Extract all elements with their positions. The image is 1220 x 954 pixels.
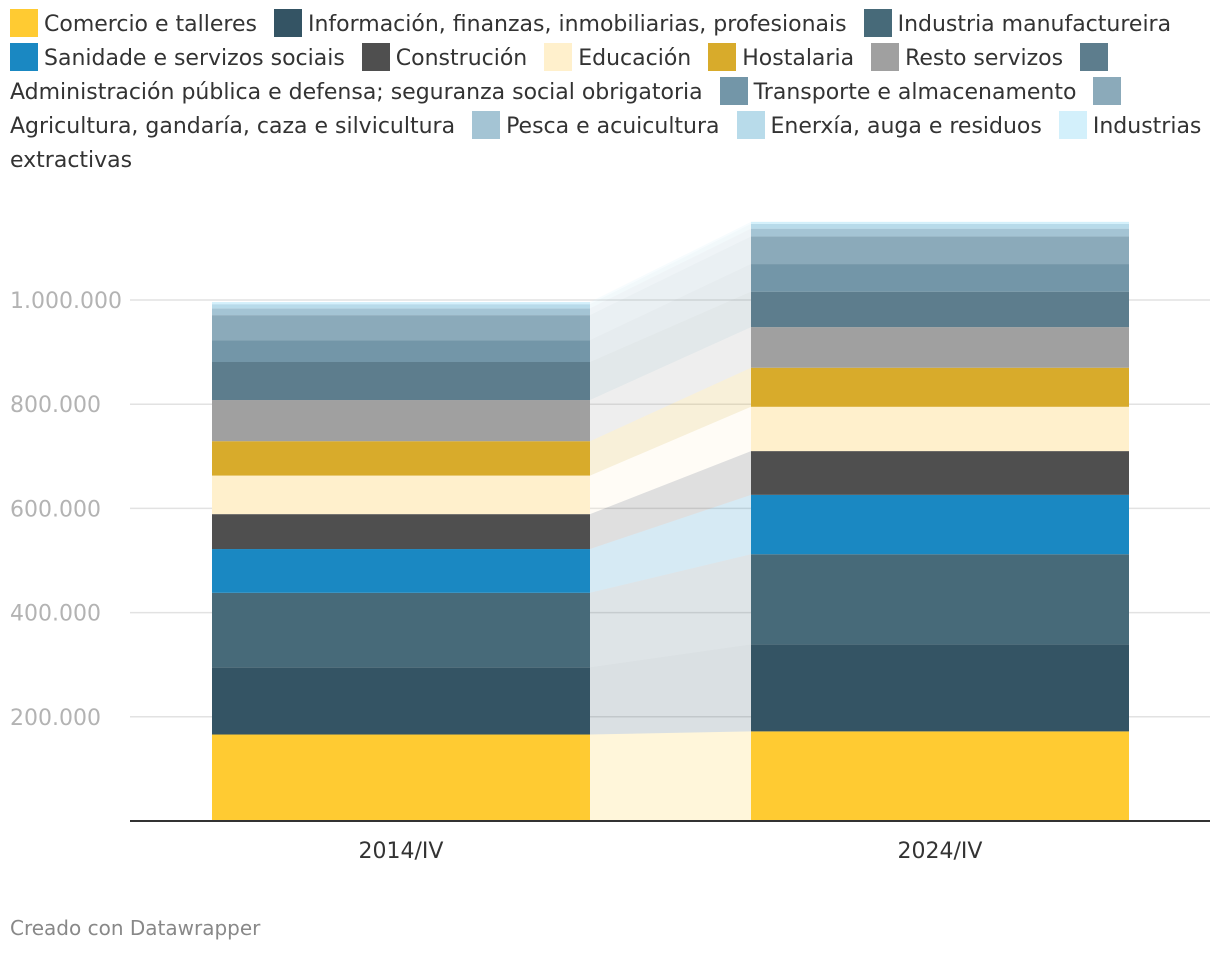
connector-band: [590, 451, 751, 550]
bar-segment: [751, 406, 1129, 452]
connector-band: [590, 327, 751, 442]
legend-item: Industrias extractivas: [10, 111, 1202, 173]
y-tick-label: 400.000: [10, 602, 101, 627]
legend-label: Información, finanzas, inmobiliarias, pr…: [307, 12, 847, 37]
bar-segment: [751, 291, 1129, 328]
bar-segment: [751, 228, 1129, 237]
bar-segment: [751, 327, 1129, 368]
bar-segment: [212, 340, 590, 362]
legend-item: Hostalaria: [708, 43, 855, 71]
connector-band: [590, 228, 751, 316]
legend-label: Enerxía, auga e residuos: [770, 114, 1042, 139]
legend-item: Industria manufactureira: [863, 9, 1172, 37]
legend-label: Pesca e acuicultura: [506, 114, 720, 139]
legend-item: Resto servizos: [871, 43, 1064, 71]
bar-segment: [212, 302, 590, 305]
legend-item: Pesca e acuicultura: [472, 111, 720, 139]
legend-label: Comercio e talleres: [44, 12, 257, 37]
legend-item: Transporte e almacenamento: [719, 77, 1077, 105]
connector-band: [590, 264, 751, 362]
x-tick-label: 2014/IV: [359, 839, 444, 864]
y-tick-label: 1.000.000: [10, 289, 122, 314]
legend-swatch: [10, 43, 38, 71]
bar-segment: [751, 236, 1129, 265]
footer-credit: Creado con Datawrapper: [10, 916, 261, 940]
connector-band: [590, 406, 751, 515]
bar-segment: [212, 315, 590, 341]
legend-label: Transporte e almacenamento: [753, 80, 1077, 105]
legend-label: Hostalaria: [742, 46, 855, 71]
bar-segment: [751, 554, 1129, 645]
connector-band: [590, 494, 751, 593]
bar-segment: [751, 731, 1129, 821]
bar-segment: [212, 361, 590, 401]
legend-swatch: [472, 111, 501, 139]
y-tick-label: 800.000: [10, 393, 101, 418]
legend-swatch: [719, 77, 748, 105]
bar-segment: [212, 441, 590, 476]
legend-label: Agricultura, gandaría, caza e silvicultu…: [10, 114, 456, 139]
bar-segment: [212, 514, 590, 550]
legend-label: Industria manufactureira: [897, 12, 1172, 37]
bar-segment: [751, 221, 1129, 224]
legend-item: Comercio e talleres: [10, 9, 257, 37]
legend-swatch: [361, 43, 390, 71]
legend-item: Educación: [544, 43, 692, 71]
connector-band: [590, 554, 751, 668]
bar-segment: [212, 592, 590, 668]
x-tick-label: 2024/IV: [898, 839, 983, 864]
legend-swatch: [10, 9, 38, 37]
connector-band: [590, 644, 751, 735]
connector-band: [590, 367, 751, 476]
bar-segment: [751, 367, 1129, 407]
bar-segment: [212, 304, 590, 309]
bar-segment: [751, 494, 1129, 555]
bar-segment: [212, 400, 590, 442]
legend-item: Construción: [361, 43, 528, 71]
bar-segment: [212, 667, 590, 735]
connector-band: [590, 236, 751, 341]
legend-swatch: [1080, 43, 1109, 71]
bar-segment: [212, 475, 590, 515]
legend-item: Administración pública e defensa; segura…: [10, 43, 1114, 105]
bar-segment: [212, 308, 590, 316]
legend-label: Educación: [578, 46, 692, 71]
y-tick-label: 200.000: [10, 706, 101, 731]
connector-band: [590, 291, 751, 401]
chart-legend: Comercio e talleres Información, finanza…: [10, 8, 1210, 178]
legend-item: Agricultura, gandaría, caza e silvicultu…: [10, 77, 1127, 139]
legend-label: Construción: [395, 46, 528, 71]
connector-band: [590, 221, 751, 305]
bar-segment: [751, 644, 1129, 732]
connector-band: [590, 731, 751, 821]
legend-swatch: [871, 43, 900, 71]
legend-label: Resto servizos: [905, 46, 1064, 71]
bar-segment: [751, 223, 1129, 229]
legend-swatch: [863, 9, 892, 37]
legend-swatch: [708, 43, 737, 71]
y-tick-label: 600.000: [10, 497, 101, 522]
bar-segment: [751, 264, 1129, 292]
legend-swatch: [544, 43, 573, 71]
legend-item: Información, finanzas, inmobiliarias, pr…: [273, 9, 847, 37]
legend-label: Administración pública e defensa; segura…: [10, 80, 703, 105]
legend-swatch: [273, 9, 302, 37]
connector-band: [590, 223, 751, 309]
legend-swatch: [736, 111, 765, 139]
legend-swatch: [1058, 111, 1087, 139]
legend-label: Industrias extractivas: [10, 114, 1202, 173]
legend-label: Sanidade e servizos sociais: [44, 46, 345, 71]
legend-swatch: [1093, 77, 1122, 105]
bar-segment: [212, 549, 590, 593]
legend-item: Sanidade e servizos sociais: [10, 43, 345, 71]
legend-item: Enerxía, auga e residuos: [736, 111, 1042, 139]
bar-segment: [212, 734, 590, 821]
bar-segment: [751, 451, 1129, 495]
